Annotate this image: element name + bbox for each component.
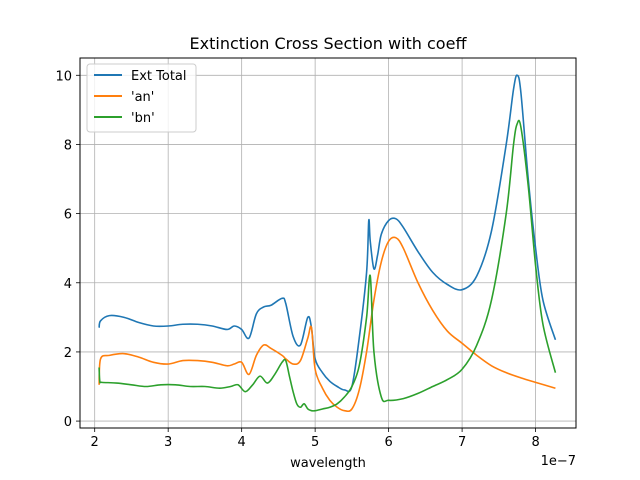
legend: Ext Total 'an' 'bn' — [86, 63, 197, 133]
x-axis-ticks: 2 3 4 5 6 7 8 — [91, 428, 540, 450]
x-tick-label: 7 — [458, 435, 466, 450]
y-tick-label: 8 — [64, 138, 72, 153]
y-tick-label: 4 — [64, 277, 72, 292]
grid-lines — [80, 58, 576, 428]
chart-title: Extinction Cross Section with coeff — [190, 34, 468, 53]
y-tick-label: 6 — [64, 208, 72, 223]
x-axis-offset-label: 1e−7 — [541, 454, 576, 469]
x-tick-label: 8 — [531, 435, 539, 450]
x-tick-label: 3 — [164, 435, 172, 450]
legend-label: 'bn' — [131, 111, 155, 126]
x-tick-label: 2 — [91, 435, 99, 450]
series-line-1 — [98, 236, 556, 413]
y-tick-label: 0 — [64, 415, 72, 430]
x-tick-label: 5 — [311, 435, 319, 450]
legend-label: 'an' — [131, 90, 154, 105]
legend-box — [86, 63, 197, 133]
y-axis-ticks: 0 2 4 6 8 10 — [55, 69, 80, 430]
series-line-0 — [98, 74, 557, 393]
plot-area-frame — [79, 57, 577, 429]
y-tick-label: 2 — [64, 346, 72, 361]
y-tick-label: 10 — [55, 69, 72, 84]
x-axis-label: wavelength — [290, 456, 366, 471]
legend-label: Ext Total — [131, 69, 187, 84]
series-line-2 — [98, 119, 557, 412]
series-layer — [98, 74, 557, 413]
x-tick-label: 6 — [384, 435, 392, 450]
x-tick-label: 4 — [238, 435, 246, 450]
